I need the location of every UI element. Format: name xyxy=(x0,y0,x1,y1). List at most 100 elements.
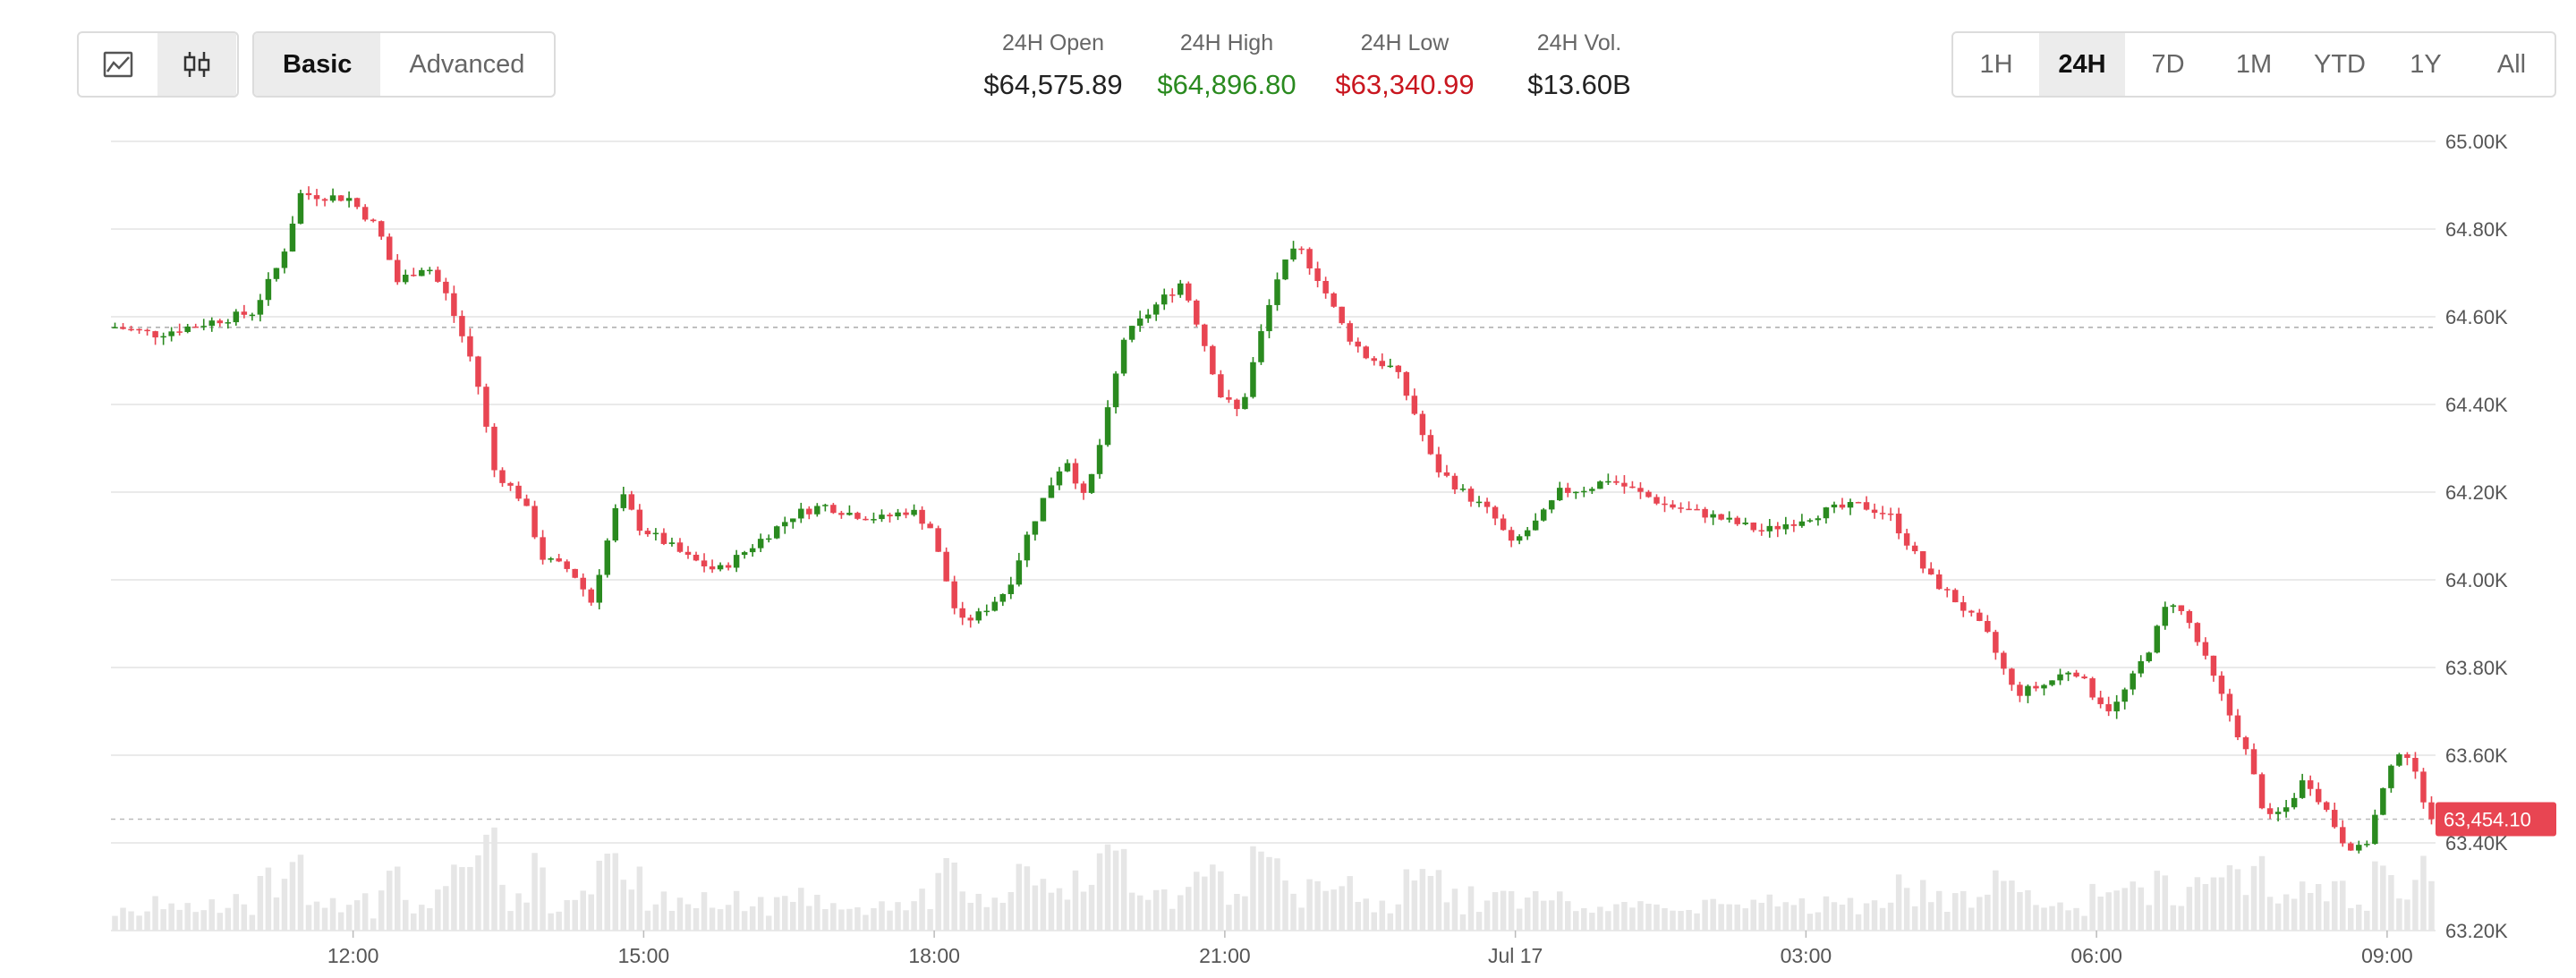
candle-body xyxy=(1629,486,1636,489)
volume-bar xyxy=(1234,894,1240,931)
candle-body xyxy=(1088,473,1095,493)
x-tick-label: 06:00 xyxy=(2070,944,2122,967)
candle-body xyxy=(1484,501,1491,507)
candle-body xyxy=(419,269,425,276)
candle-body xyxy=(217,320,224,324)
volume-bar xyxy=(1766,894,1773,931)
line-chart-icon[interactable] xyxy=(79,33,157,96)
stat-value: $13.60B xyxy=(1527,69,1631,100)
volume-bar xyxy=(1726,904,1732,931)
candle-body xyxy=(919,509,925,524)
volume-bar xyxy=(822,908,829,931)
candle-body xyxy=(2017,685,2023,696)
volume-bar xyxy=(1186,887,1192,931)
stat-24h-volume: 24H Vol. $13.60B xyxy=(1512,30,1646,101)
volume-bar xyxy=(983,906,990,931)
volume-bar xyxy=(112,915,118,931)
volume-bar xyxy=(959,891,965,931)
volume-bar xyxy=(919,889,925,931)
volume-bar xyxy=(499,884,506,931)
stat-24h-open: 24H Open $64,575.89 xyxy=(982,30,1125,101)
candle-body xyxy=(1993,632,1999,653)
volume-bar xyxy=(895,902,901,931)
candle-body xyxy=(1952,590,1959,603)
volume-bar xyxy=(329,897,336,931)
volume-bar xyxy=(2396,898,2402,931)
y-tick-label: 63.20K xyxy=(2445,920,2508,942)
candle-body xyxy=(1007,584,1015,594)
current-price-tag: 63,454.10 xyxy=(2436,802,2556,837)
range-1h-button[interactable]: 1H xyxy=(1979,49,2013,79)
candle-body xyxy=(2428,802,2435,820)
candle-body xyxy=(967,617,973,621)
volume-bar xyxy=(999,902,1007,931)
candle-body xyxy=(370,219,377,222)
candle-body xyxy=(515,485,522,499)
candle-body xyxy=(556,558,562,562)
candle-body xyxy=(2364,844,2370,846)
volume-bar xyxy=(265,867,272,931)
range-7d-button[interactable]: 7D xyxy=(2151,49,2185,79)
volume-bar xyxy=(1032,885,1039,931)
volume-bar xyxy=(1919,880,1926,931)
candle-body xyxy=(2049,680,2055,685)
volume-bar xyxy=(1734,904,1740,931)
volume-bar xyxy=(1524,897,1531,931)
volume-bar xyxy=(2356,904,2362,931)
volume-bar xyxy=(491,827,497,931)
candle-body xyxy=(2242,736,2249,750)
candle-body xyxy=(2178,605,2185,611)
volume-bar xyxy=(2348,907,2354,931)
volume-bar xyxy=(1968,907,1975,931)
volume-bar xyxy=(168,903,174,931)
volume-bar xyxy=(1637,901,1644,931)
candle-body xyxy=(1056,471,1063,486)
volume-bar xyxy=(1758,902,1765,931)
volume-bar xyxy=(2113,890,2120,931)
candle-body xyxy=(887,515,893,517)
volume-bar xyxy=(1331,889,1337,931)
candle-body xyxy=(540,537,546,560)
candle-body xyxy=(1968,610,1975,613)
candle-body xyxy=(580,577,586,590)
volume-bar xyxy=(273,897,280,931)
x-tick-label: Jul 17 xyxy=(1488,944,1543,967)
candle-body xyxy=(2138,660,2144,674)
candlestick-chart-icon[interactable] xyxy=(157,33,236,96)
volume-bar xyxy=(1112,850,1119,931)
volume-bar xyxy=(233,894,240,931)
volume-bar xyxy=(1007,892,1015,931)
candle-body xyxy=(741,552,748,556)
candle-body xyxy=(1048,485,1055,498)
range-1y-button[interactable]: 1Y xyxy=(2410,49,2442,79)
volume-bar xyxy=(2146,905,2153,931)
range-24h-button[interactable]: 24H xyxy=(2039,33,2125,96)
volume-bar xyxy=(1613,904,1620,931)
candle-body xyxy=(709,566,716,570)
volume-bar xyxy=(1993,870,1999,931)
range-1m-button[interactable]: 1M xyxy=(2235,49,2273,79)
range-ytd-button[interactable]: YTD xyxy=(2314,49,2366,79)
volume-bar xyxy=(548,913,554,931)
candle-body xyxy=(128,328,134,331)
candle-body xyxy=(2057,674,2063,681)
range-all-button[interactable]: All xyxy=(2496,49,2527,79)
candle-body xyxy=(2162,607,2169,626)
volume-bar xyxy=(1016,863,1023,931)
volume-bar xyxy=(2428,880,2435,931)
candle-body xyxy=(620,494,627,508)
stat-value: $64,896.80 xyxy=(1157,69,1297,100)
volume-bar xyxy=(1952,893,1959,931)
volume-bar xyxy=(1540,900,1547,931)
candle-body xyxy=(1218,374,1224,398)
volume-bar xyxy=(386,871,393,931)
candle-body xyxy=(1331,293,1337,307)
volume-bar xyxy=(1403,869,1410,931)
candle-body xyxy=(2307,780,2314,789)
advanced-mode-button[interactable]: Advanced xyxy=(409,49,525,79)
volume-bar xyxy=(2097,896,2104,931)
basic-mode-button[interactable]: Basic xyxy=(254,33,381,96)
candle-body xyxy=(265,278,272,301)
candle-body xyxy=(1943,589,1951,591)
